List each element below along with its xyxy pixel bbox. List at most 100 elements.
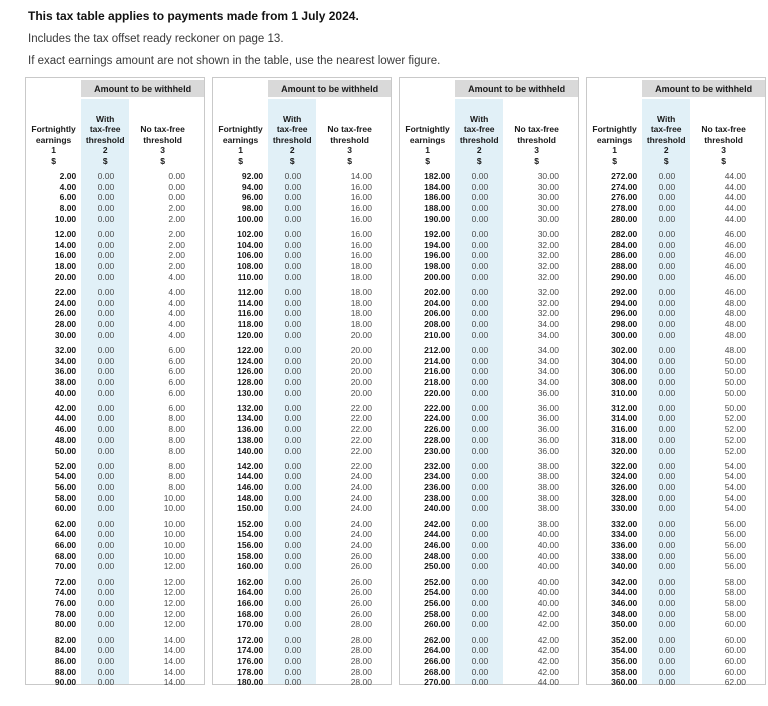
earnings-cell: 118.00 bbox=[237, 318, 264, 329]
table-row: 214.00 0.00 34.00 bbox=[400, 356, 578, 367]
with-threshold-cell: 0.00 bbox=[658, 587, 676, 598]
no-threshold-cell: 38.00 bbox=[537, 482, 559, 493]
no-threshold-cell: 16.00 bbox=[350, 203, 372, 214]
with-threshold-cell: 0.00 bbox=[97, 355, 115, 366]
table-row: 336.00 0.00 56.00 bbox=[587, 540, 765, 551]
earnings-cell: 164.00 bbox=[237, 587, 264, 598]
no-threshold-cell: 42.00 bbox=[537, 634, 559, 645]
earnings-cell: 148.00 bbox=[237, 492, 264, 503]
table-row: 242.00 0.00 38.00 bbox=[400, 519, 578, 530]
table-row: 224.00 0.00 36.00 bbox=[400, 413, 578, 424]
earnings-cell: 60.00 bbox=[54, 503, 77, 514]
earnings-cell: 232.00 bbox=[424, 460, 451, 471]
with-threshold-cell: 0.00 bbox=[658, 376, 676, 387]
no-threshold-cell: 12.00 bbox=[163, 608, 185, 619]
with-threshold-cell: 0.00 bbox=[471, 460, 489, 471]
table-row: 320.00 0.00 52.00 bbox=[587, 446, 765, 457]
no-threshold-cell: 44.00 bbox=[537, 677, 559, 688]
table-row: 18.00 0.00 2.00 bbox=[26, 261, 204, 272]
row-group: 352.00 0.00 60.00 354.00 0.00 60.00 356.00 0.00… bbox=[587, 635, 765, 688]
column-number-label: 1 bbox=[238, 145, 243, 155]
no-threshold-cell: 56.00 bbox=[724, 540, 746, 550]
earnings-cell: 178.00 bbox=[237, 666, 264, 677]
table-row: 58.00 0.00 10.00 bbox=[26, 493, 204, 504]
earnings-cell: 12.00 bbox=[54, 228, 77, 239]
no-threshold-cell: 34.00 bbox=[537, 366, 559, 377]
table-row: 34.00 0.00 6.00 bbox=[26, 356, 204, 367]
table-row: 234.00 0.00 38.00 bbox=[400, 471, 578, 482]
no-threshold-cell: 2.00 bbox=[168, 213, 185, 224]
no-threshold-cell: 36.00 bbox=[537, 445, 559, 456]
with-threshold-cell: 0.00 bbox=[97, 608, 115, 619]
dollar-sign-label: $ bbox=[238, 155, 243, 166]
with-threshold-cell: 0.00 bbox=[658, 492, 676, 503]
earnings-cell: 212.00 bbox=[424, 344, 451, 355]
earnings-cell: 162.00 bbox=[237, 576, 264, 587]
table-row: 210.00 0.00 34.00 bbox=[400, 330, 578, 341]
no-threshold-cell: 22.00 bbox=[350, 434, 372, 445]
earnings-cell: 342.00 bbox=[611, 576, 638, 587]
table-row: 330.00 0.00 54.00 bbox=[587, 503, 765, 514]
with-threshold-cell: 0.00 bbox=[471, 308, 489, 319]
no-threshold-cell: 12.00 bbox=[163, 597, 185, 608]
with-threshold-cell: 0.00 bbox=[97, 297, 115, 308]
with-threshold-cell: 0.00 bbox=[471, 666, 489, 677]
with-threshold-cell: 0.00 bbox=[658, 550, 676, 561]
row-group: 152.00 0.00 24.00 154.00 0.00 24.00 156.00 0.00… bbox=[213, 519, 391, 572]
with-threshold-cell: 0.00 bbox=[97, 228, 115, 239]
with-threshold-cell: 0.00 bbox=[471, 492, 489, 503]
no-threshold-cell: 44.00 bbox=[724, 203, 746, 214]
with-threshold-cell: 0.00 bbox=[97, 192, 115, 203]
table-row: 62.00 0.00 10.00 bbox=[26, 519, 204, 530]
no-threshold-cell: 20.00 bbox=[350, 376, 372, 387]
no-threshold-cell: 4.00 bbox=[168, 286, 185, 297]
with-threshold-cell: 0.00 bbox=[284, 308, 302, 319]
with-threshold-cell: 0.00 bbox=[471, 355, 489, 366]
table-row: 166.00 0.00 26.00 bbox=[213, 598, 391, 609]
earnings-cell: 266.00 bbox=[424, 655, 451, 666]
with-threshold-cell: 0.00 bbox=[471, 471, 489, 482]
no-threshold-cell: 16.00 bbox=[350, 181, 372, 192]
earnings-cell: 350.00 bbox=[611, 619, 638, 630]
table-row: 256.00 0.00 40.00 bbox=[400, 598, 578, 609]
with-threshold-cell: 0.00 bbox=[658, 445, 676, 456]
earnings-cell: 36.00 bbox=[54, 366, 77, 377]
earnings-cell: 160.00 bbox=[237, 561, 264, 572]
no-threshold-cell: 40.00 bbox=[537, 576, 559, 587]
earnings-cell: 340.00 bbox=[611, 561, 638, 572]
table-row: 174.00 0.00 28.00 bbox=[213, 645, 391, 656]
no-threshold-cell: 42.00 bbox=[537, 608, 559, 619]
with-threshold-cell: 0.00 bbox=[658, 434, 676, 445]
with-threshold-cell: 0.00 bbox=[658, 576, 676, 587]
col-header-fortnightly-earnings: Fortnightly earnings 1 $ bbox=[587, 124, 642, 166]
table-row: 140.00 0.00 22.00 bbox=[213, 446, 391, 457]
earnings-cell: 320.00 bbox=[611, 445, 638, 456]
no-threshold-cell: 30.00 bbox=[537, 203, 559, 214]
earnings-cell: 248.00 bbox=[424, 550, 451, 561]
table-row: 278.00 0.00 44.00 bbox=[587, 203, 765, 214]
table-row: 342.00 0.00 58.00 bbox=[587, 577, 765, 588]
row-group: 182.00 0.00 30.00 184.00 0.00 30.00 186.00 0.00… bbox=[400, 171, 578, 224]
table-row: 98.00 0.00 16.00 bbox=[213, 203, 391, 214]
earnings-cell: 234.00 bbox=[424, 471, 451, 482]
table-row: 332.00 0.00 56.00 bbox=[587, 519, 765, 530]
no-threshold-cell: 58.00 bbox=[724, 587, 746, 598]
with-threshold-cell: 0.00 bbox=[97, 492, 115, 503]
col-header-with-tax-free-threshold: With tax-free threshold 2 $ bbox=[268, 114, 316, 167]
table-row: 218.00 0.00 34.00 bbox=[400, 377, 578, 388]
with-threshold-cell: 0.00 bbox=[658, 645, 676, 656]
table-row: 296.00 0.00 48.00 bbox=[587, 308, 765, 319]
with-threshold-cell: 0.00 bbox=[471, 318, 489, 329]
with-threshold-cell: 0.00 bbox=[471, 250, 489, 261]
with-threshold-cell: 0.00 bbox=[471, 655, 489, 666]
no-threshold-cell: 38.00 bbox=[537, 492, 559, 503]
column-number-label: 2 bbox=[289, 145, 295, 155]
with-threshold-cell: 0.00 bbox=[97, 529, 115, 540]
with-threshold-cell: 0.00 bbox=[471, 286, 489, 297]
table-row: 302.00 0.00 48.00 bbox=[587, 345, 765, 356]
column-number-label: 3 bbox=[347, 145, 352, 155]
table-row: 142.00 0.00 22.00 bbox=[213, 461, 391, 472]
with-threshold-cell: 0.00 bbox=[284, 482, 302, 493]
earnings-cell: 92.00 bbox=[241, 171, 264, 181]
intro-note-nearest-lower: If exact earnings amount are not shown i… bbox=[28, 55, 441, 67]
